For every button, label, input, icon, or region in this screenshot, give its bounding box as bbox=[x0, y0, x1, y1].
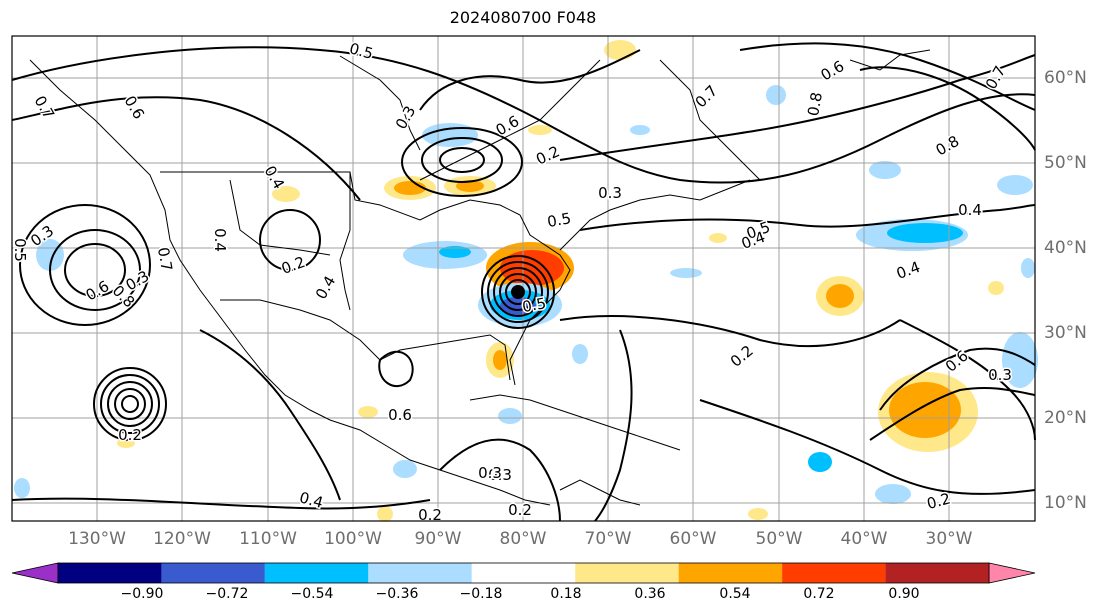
contour-label: 0.3 bbox=[598, 184, 622, 202]
colorbar-tick: 0.54 bbox=[719, 586, 751, 602]
contour-label: 0.2 bbox=[508, 501, 532, 519]
colorbar-segment bbox=[161, 563, 265, 583]
lat-label: 60°N bbox=[1044, 68, 1087, 88]
lat-label: 30°N bbox=[1044, 323, 1087, 343]
colorbar-segment bbox=[58, 563, 162, 583]
lat-label: 50°N bbox=[1044, 153, 1087, 173]
colorbar-border bbox=[57, 562, 990, 584]
lon-label: 80°W bbox=[499, 529, 547, 549]
colorbar-extend-low bbox=[11, 562, 59, 584]
map-title: 2024080700 F048 bbox=[449, 8, 597, 27]
storm-center-marker bbox=[512, 286, 524, 298]
lon-label: 50°W bbox=[755, 529, 803, 549]
lon-label: 110°W bbox=[239, 529, 297, 549]
contour-label: 0.7 bbox=[154, 246, 176, 273]
lon-label: 70°W bbox=[584, 529, 632, 549]
contour-label: 0.5 bbox=[546, 209, 573, 231]
lon-label: 60°W bbox=[669, 529, 717, 549]
contour-label: 0.3 bbox=[488, 466, 512, 484]
colorbar-segment bbox=[885, 563, 989, 583]
contour-label: 0.6 bbox=[388, 406, 412, 424]
lat-label: 10°N bbox=[1044, 493, 1087, 513]
lat-label: 20°N bbox=[1044, 408, 1087, 428]
colorbar-segment bbox=[471, 563, 576, 583]
contour-label: 0.5 bbox=[521, 294, 548, 316]
contour-label: 0.3 bbox=[988, 366, 1012, 384]
lon-label: 120°W bbox=[153, 529, 211, 549]
colorbar-tick: −0.54 bbox=[290, 586, 334, 602]
colorbar-extend-high bbox=[988, 562, 1036, 584]
coastlines bbox=[29, 49, 931, 506]
lon-label: 100°W bbox=[324, 529, 382, 549]
colorbar-segment bbox=[264, 563, 369, 583]
colorbar-tick: −0.36 bbox=[375, 586, 419, 602]
map-frame bbox=[11, 35, 1036, 522]
colorbar-tick: 0.36 bbox=[634, 586, 666, 602]
colorbar-tick: −0.18 bbox=[459, 586, 503, 602]
lon-label: 30°W bbox=[925, 529, 973, 549]
graticule bbox=[12, 36, 1035, 521]
colorbar-tick: −0.72 bbox=[205, 586, 249, 602]
contour-label: 0.2 bbox=[418, 506, 442, 524]
colorbar bbox=[11, 562, 1036, 584]
lon-label: 130°W bbox=[68, 529, 126, 549]
contour-label: 0.5 bbox=[11, 238, 29, 262]
colorbar-segment bbox=[678, 563, 783, 583]
lon-label: 90°W bbox=[414, 529, 462, 549]
lon-label: 40°W bbox=[840, 529, 888, 549]
contour-label: 0.2 bbox=[118, 426, 142, 444]
lat-label: 40°N bbox=[1044, 238, 1087, 258]
colorbar-tick: −0.90 bbox=[120, 586, 164, 602]
contour-label: 0.3 bbox=[478, 464, 502, 482]
colorbar-segment bbox=[575, 563, 679, 583]
contour-label: 0.4 bbox=[211, 228, 229, 252]
colorbar-segment bbox=[782, 563, 886, 583]
colorbar-segment bbox=[368, 563, 472, 583]
contour-lines bbox=[11, 42, 1036, 522]
colorbar-tick: 0.90 bbox=[888, 586, 920, 602]
contour-label: 0.4 bbox=[958, 201, 982, 219]
colorbar-tick: 0.72 bbox=[803, 586, 835, 602]
colorbar-tick: 0.18 bbox=[550, 586, 582, 602]
